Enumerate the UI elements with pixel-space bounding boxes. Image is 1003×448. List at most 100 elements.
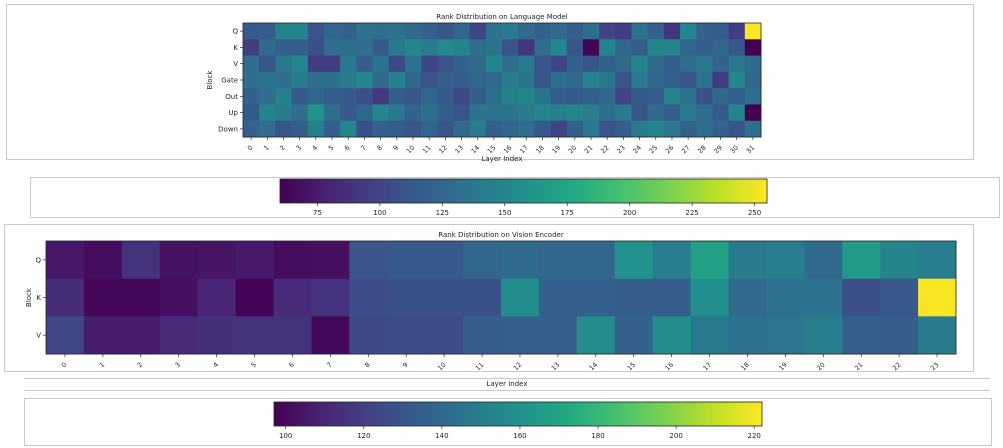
lm-y-tick-label: Q [232, 28, 238, 36]
lm-cell [323, 120, 341, 138]
lm-cell [323, 55, 341, 73]
lm-cell [291, 104, 309, 122]
lm-cell [663, 104, 681, 122]
ve-cell [159, 278, 199, 317]
lm-cell [388, 23, 406, 40]
lm-cell [340, 23, 357, 40]
lm-cell [728, 104, 746, 122]
lm-cell [566, 104, 584, 122]
ve-x-tick-label: 19 [777, 361, 789, 373]
ve-cell [121, 278, 161, 317]
ve-cell [880, 278, 919, 317]
lm-cell [502, 23, 519, 40]
lm-cell [388, 120, 406, 138]
lm-cell [663, 23, 681, 40]
ve-cell [918, 278, 957, 317]
lm-cell [615, 88, 632, 105]
lm-cell [421, 23, 438, 40]
lm-cell [259, 104, 276, 122]
lm-cell [502, 39, 519, 56]
lm-cell [356, 104, 373, 122]
lm-cell [518, 23, 535, 40]
language-model-heatmap: Rank Distribution on Language Model QKV Ga… [206, 13, 762, 163]
lm-cell [647, 120, 665, 138]
lm-x-tick-label: 12 [437, 144, 449, 156]
ve-cell [690, 241, 729, 280]
lm-cell [502, 88, 519, 105]
lm-cell [275, 104, 292, 122]
ve-cell [349, 316, 388, 355]
ve-x-tick-label: 1 [98, 361, 107, 370]
lm-cell [356, 71, 373, 89]
lm-colorbar-tick-label: 175 [561, 209, 574, 217]
ve-x-tick-label: 2 [136, 361, 145, 370]
lm-cell [566, 23, 584, 40]
lm-cell [502, 104, 519, 122]
lm-cell [728, 88, 746, 105]
ve-colorbar-tick-label: 180 [591, 432, 604, 440]
ve-cell [197, 241, 236, 280]
lm-x-tick-label: 19 [551, 144, 563, 156]
ve-cell [804, 278, 843, 317]
lm-cell [647, 104, 665, 122]
lm-colorbar-tick-label: 125 [436, 209, 449, 217]
lm-y-tick-label: Out [225, 93, 238, 101]
lm-cell [340, 120, 357, 138]
lm-cell [356, 39, 373, 56]
lm-cell [680, 55, 697, 73]
lm-cell [437, 23, 454, 40]
lm-cell [647, 39, 665, 56]
ve-cell [311, 278, 350, 317]
ve-cell [880, 316, 919, 355]
lm-cell [631, 71, 649, 89]
lm-cell [323, 104, 341, 122]
lm-cell [599, 71, 616, 89]
language-model-chart-panel: Rank Distribution on Language Model Q K V Ga… [6, 4, 974, 163]
lm-cell [421, 39, 438, 56]
ve-cell [501, 278, 540, 317]
ve-cell [804, 241, 843, 280]
ve-x-tick-label: 4 [211, 361, 220, 370]
lm-cell [663, 55, 681, 73]
lm-cell [453, 39, 471, 56]
lm-cell [582, 71, 600, 89]
ve-cell [652, 316, 691, 355]
lm-cell [582, 55, 600, 73]
lm-cell [275, 71, 292, 89]
lm-cell [404, 88, 422, 105]
lm-cell [712, 55, 730, 73]
lm-x-tick-label: 17 [518, 144, 530, 156]
lm-cell [550, 120, 568, 138]
lm-cell [680, 104, 697, 122]
ve-cell [880, 241, 919, 280]
lm-cell [307, 71, 325, 89]
lm-cell [340, 104, 357, 122]
lm-cell [259, 23, 276, 40]
ve-x-tick-label: 9 [401, 361, 410, 370]
ve-cell [46, 278, 85, 317]
ve-cell [842, 316, 881, 355]
lm-cell [453, 88, 471, 105]
lm-cell [631, 120, 649, 138]
lm-cell [680, 88, 697, 105]
lm-cell [518, 88, 535, 105]
ve-x-tick-label: 21 [853, 361, 865, 373]
lm-x-tick-label: 6 [343, 144, 352, 153]
lm-cell [744, 71, 762, 89]
lm-cell [680, 39, 697, 56]
lm-colorbar-tick-label: 200 [623, 209, 636, 217]
lm-cell [291, 71, 309, 89]
lm-cell [502, 120, 519, 138]
ve-cell [766, 241, 805, 280]
lm-x-tick-label: 30 [729, 144, 741, 156]
lm-cell [372, 120, 390, 138]
ve-x-tick-label: 5 [249, 361, 258, 370]
ve-cell [197, 316, 236, 355]
lm-cell [485, 23, 503, 40]
lm-cell [437, 55, 454, 73]
lm-x-tick-label: 10 [405, 144, 417, 156]
lm-x-tick-label: 0 [246, 144, 255, 153]
lm-cell [259, 71, 276, 89]
lm-cell [291, 55, 309, 73]
lm-cell [663, 88, 681, 105]
